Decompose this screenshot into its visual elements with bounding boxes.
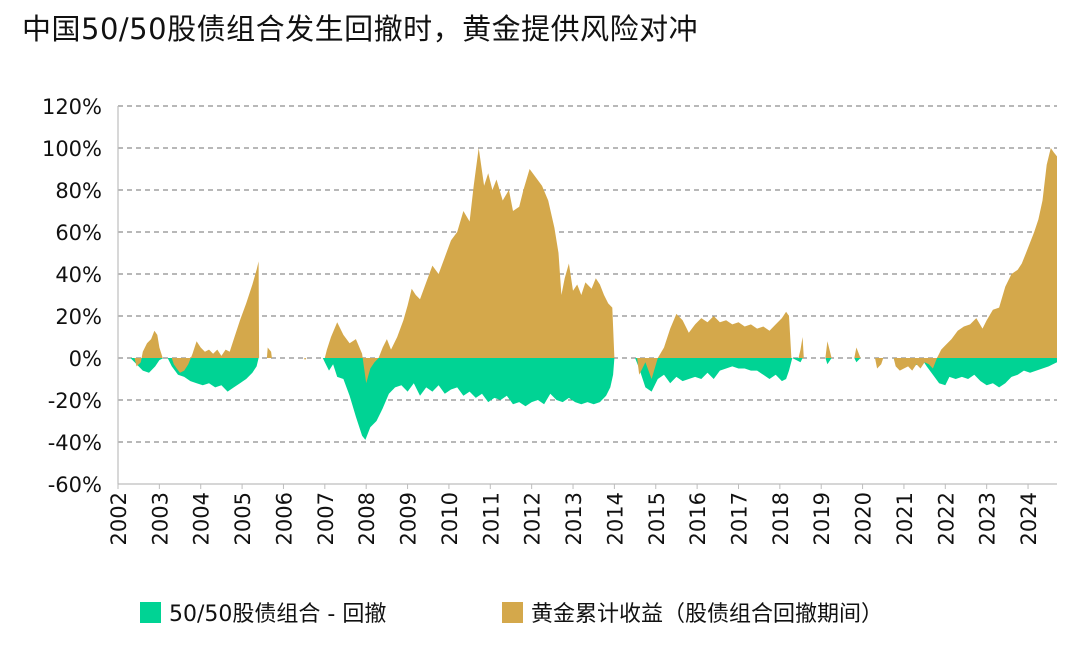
y-tick-label: 100% bbox=[42, 137, 102, 161]
x-tick-label: 2002 bbox=[107, 492, 131, 545]
legend: 50/50股债组合 - 回撤 黄金累计收益（股债组合回撤期间） bbox=[0, 596, 1080, 628]
x-tick-label: 2016 bbox=[686, 492, 710, 545]
x-tick-label: 2003 bbox=[148, 492, 172, 545]
x-tick-label: 2024 bbox=[1017, 492, 1041, 545]
x-tick-label: 2023 bbox=[976, 492, 1000, 545]
legend-item-drawdown: 50/50股债组合 - 回撤 bbox=[140, 596, 386, 628]
x-tick-label: 2014 bbox=[603, 492, 627, 545]
x-tick-label: 2013 bbox=[562, 492, 586, 545]
x-tick-label: 2004 bbox=[190, 492, 214, 545]
legend-swatch-gold bbox=[502, 601, 523, 623]
y-tick-label: 120% bbox=[42, 95, 102, 119]
legend-item-gold: 黄金累计收益（股债组合回撤期间） bbox=[502, 596, 883, 628]
y-tick-label: 80% bbox=[55, 179, 102, 203]
axes bbox=[117, 106, 1057, 489]
x-tick-label: 2012 bbox=[521, 492, 545, 545]
x-tick-label: 2018 bbox=[769, 492, 793, 545]
x-tick-labels: 2002 2003 2004 2005 2006 2007 2008 2009 2010 2011… bbox=[107, 492, 1041, 545]
y-tick-label: 60% bbox=[55, 221, 102, 245]
x-tick-label: 2007 bbox=[314, 492, 338, 545]
y-tick-labels: 120% 100% 80% 60% 40% 20% 0% -20% -40% -60% bbox=[42, 95, 102, 497]
x-tick-label: 2022 bbox=[934, 492, 958, 545]
x-tick-label: 2009 bbox=[397, 492, 421, 545]
y-tick-label: 0% bbox=[69, 347, 102, 371]
series-areas bbox=[118, 148, 1057, 440]
legend-swatch-drawdown bbox=[140, 601, 161, 623]
x-tick-label: 2021 bbox=[893, 492, 917, 545]
y-tick-label: 40% bbox=[55, 263, 102, 287]
x-tick-label: 2005 bbox=[231, 492, 255, 545]
x-tick-label: 2011 bbox=[479, 492, 503, 545]
y-tick-label: 20% bbox=[55, 305, 102, 329]
x-tick-label: 2020 bbox=[852, 492, 876, 545]
legend-label-gold: 黄金累计收益（股债组合回撤期间） bbox=[531, 602, 884, 627]
area-drawdown bbox=[118, 358, 1057, 440]
y-tick-label: -20% bbox=[48, 389, 102, 413]
x-tick-label: 2010 bbox=[438, 492, 462, 545]
legend-label-drawdown: 50/50股债组合 - 回撤 bbox=[169, 602, 387, 627]
gridlines bbox=[118, 105, 1057, 443]
y-tick-label: -60% bbox=[48, 473, 102, 497]
area-gold bbox=[118, 148, 1057, 384]
x-tick-label: 2006 bbox=[272, 492, 296, 545]
y-tick-label: -40% bbox=[48, 431, 102, 455]
x-tick-label: 2019 bbox=[810, 492, 834, 545]
chart-title: 中国50/50股债组合发生回撤时，黄金提供风险对冲 bbox=[22, 12, 699, 46]
x-tick-label: 2017 bbox=[727, 492, 751, 545]
x-tick-label: 2015 bbox=[645, 492, 669, 545]
x-tick-label: 2008 bbox=[355, 492, 379, 545]
